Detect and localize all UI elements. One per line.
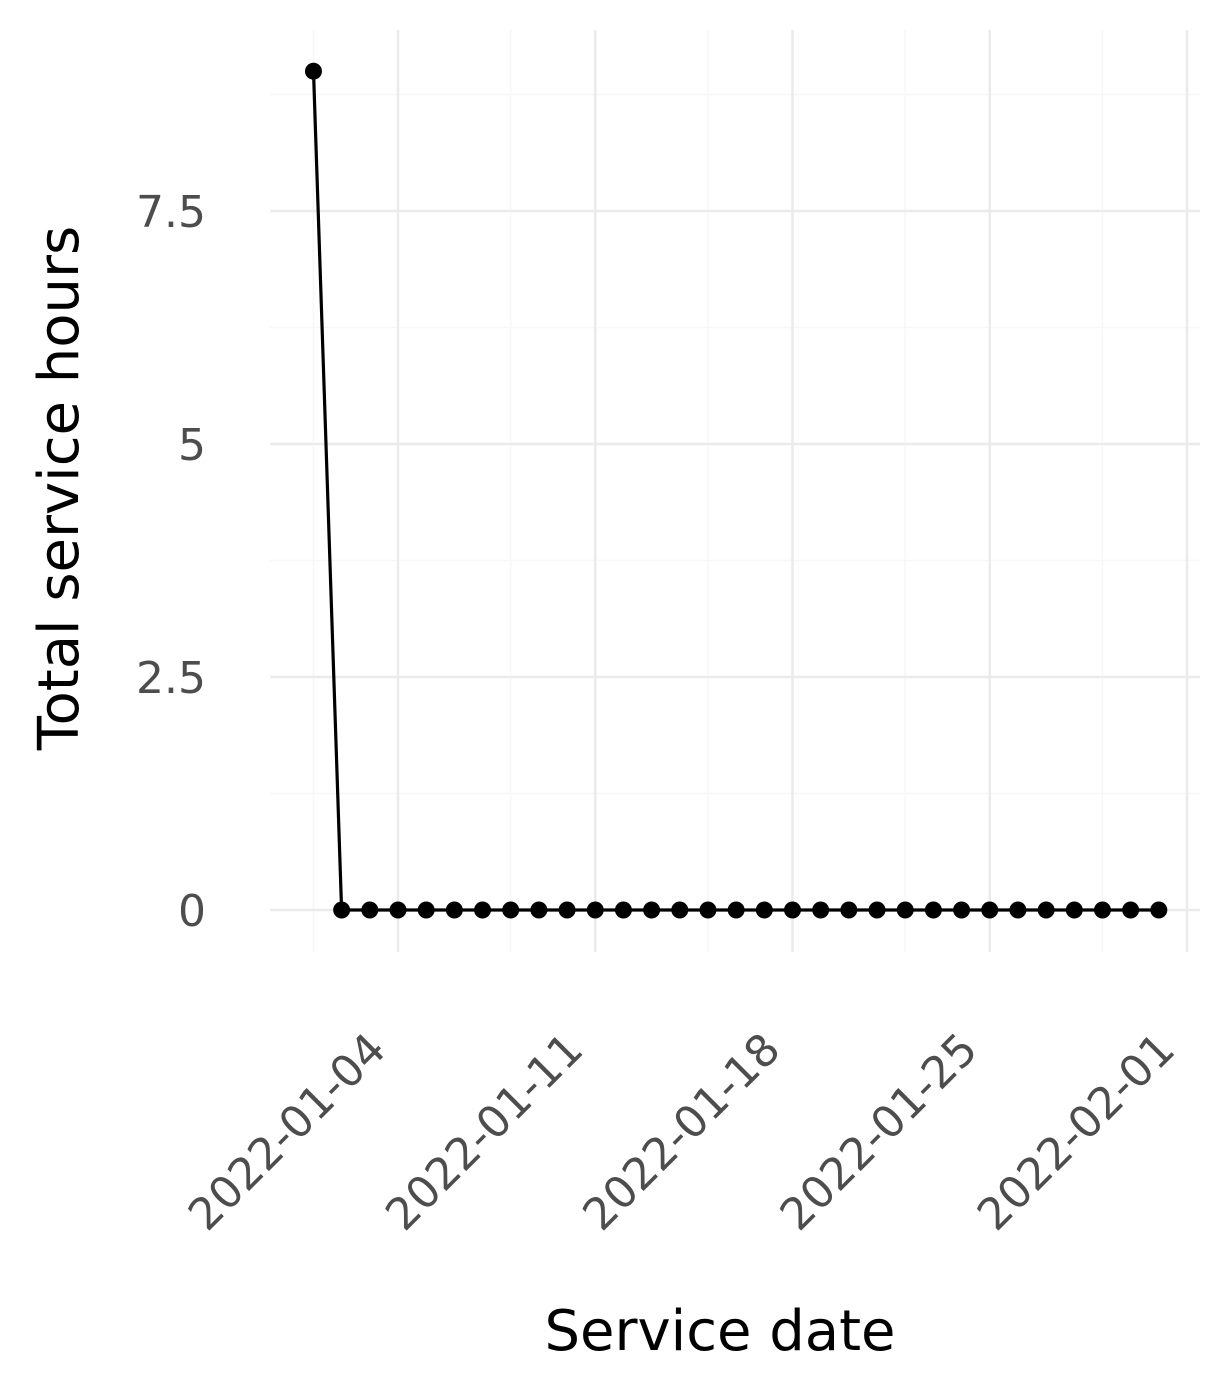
data-point [530, 901, 548, 919]
data-point [1122, 901, 1140, 919]
data-point [1037, 901, 1055, 919]
x-tick-label: 2022-01-18 [573, 1024, 790, 1241]
series-line [311, 69, 1161, 912]
data-point [727, 901, 745, 919]
data-point [304, 62, 322, 80]
data-point [445, 901, 463, 919]
data-point [812, 901, 830, 919]
points-layer [304, 62, 1168, 919]
y-tick-label: 0 [178, 886, 206, 937]
data-point [1150, 901, 1168, 919]
data-point [643, 901, 661, 919]
y-tick-label: 5 [178, 420, 206, 471]
x-tick-labels: 2022-01-042022-01-112022-01-182022-01-25… [179, 1024, 1185, 1241]
minor-gridlines [270, 30, 1200, 952]
data-point [784, 901, 801, 919]
data-point [361, 901, 379, 919]
data-point [953, 901, 971, 919]
x-tick-label: 2022-01-11 [376, 1024, 593, 1241]
data-point [502, 901, 520, 919]
y-tick-label: 7.5 [136, 187, 206, 238]
y-tick-labels: 0 2.5 5 7.5 [136, 187, 206, 937]
data-point [389, 901, 407, 919]
data-point [417, 901, 435, 919]
data-point [1009, 901, 1027, 919]
data-point [981, 901, 999, 919]
data-point [755, 901, 773, 919]
data-point [699, 901, 717, 919]
data-point [614, 901, 632, 919]
x-tick-label: 2022-01-04 [179, 1024, 396, 1241]
data-point [924, 901, 942, 919]
data-point [1093, 901, 1111, 919]
data-point [333, 901, 351, 919]
data-point [474, 901, 492, 919]
data-point [671, 901, 689, 919]
y-axis-title: Total service hours [27, 226, 92, 751]
x-axis-title: Service date [544, 1299, 895, 1364]
data-point [586, 901, 604, 919]
major-gridlines [270, 30, 1200, 952]
x-tick-label: 2022-02-01 [968, 1024, 1185, 1241]
data-point [558, 901, 576, 919]
y-tick-label: 2.5 [136, 653, 206, 704]
x-tick-label: 2022-01-25 [771, 1024, 988, 1241]
data-point [896, 901, 914, 919]
data-point [1065, 901, 1083, 919]
series-layer [311, 69, 1161, 912]
data-point [868, 901, 886, 919]
data-point [840, 901, 858, 919]
